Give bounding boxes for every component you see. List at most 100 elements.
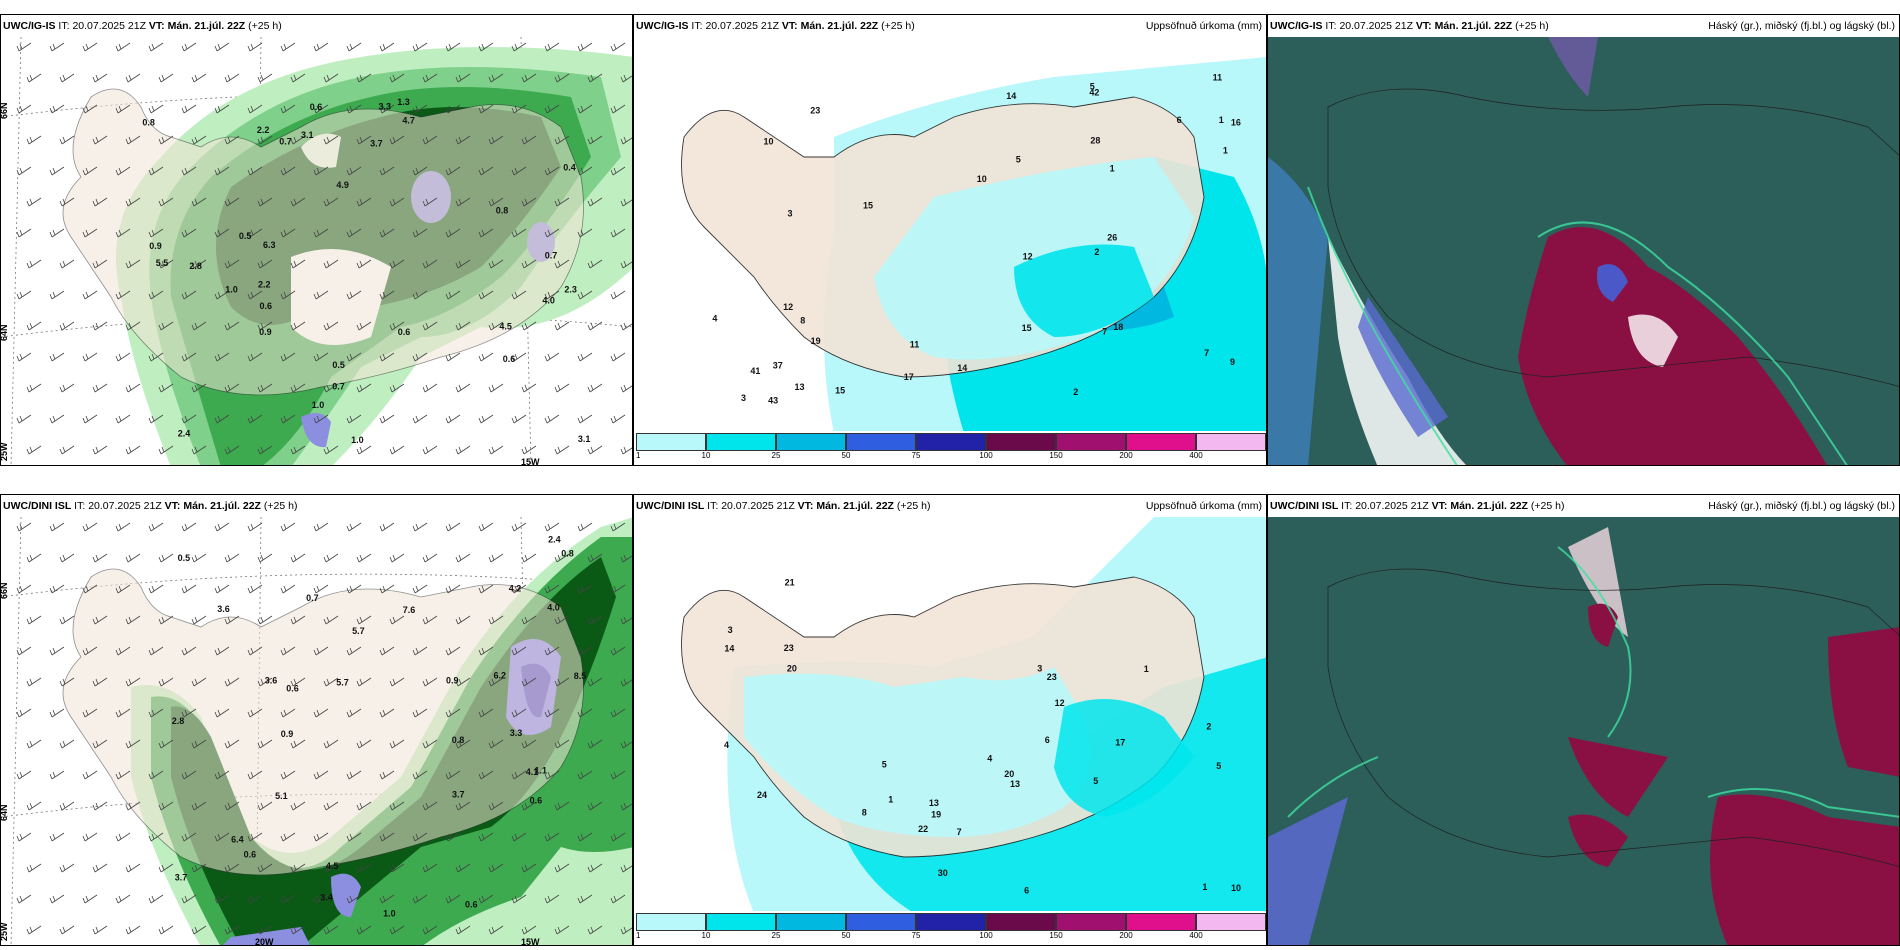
- wind-barb: [191, 925, 207, 935]
- wind-barb: [577, 584, 593, 594]
- colorbar-swatch: [776, 433, 846, 451]
- precip-value-label: 20: [787, 664, 797, 674]
- precip-value-label: 20: [1004, 769, 1014, 779]
- wind-barb: [115, 522, 131, 532]
- wind-barb: [191, 615, 207, 625]
- wind-barb: [280, 894, 296, 904]
- wind-barb: [224, 135, 240, 145]
- wind-barb: [346, 894, 362, 904]
- wind-barb: [422, 863, 438, 873]
- wind-barb: [115, 414, 131, 424]
- precip-value-label: 5.5: [156, 258, 169, 268]
- map-area[interactable]: 1 2 1 1 3 7 5 10 11 5 3 4 6 8 9 11 13 12 10 17 23 42 43 37 41 26 2…: [634, 37, 1266, 431]
- precip-value-label: 3.7: [175, 872, 188, 882]
- wind-barb: [191, 259, 207, 269]
- wind-barb: [511, 646, 527, 656]
- wind-barb: [290, 801, 306, 811]
- colorbar-swatch: [636, 433, 706, 451]
- wind-barb: [610, 894, 626, 904]
- wind-barb: [554, 135, 570, 145]
- wind-barb: [379, 770, 395, 780]
- precip-value-label: 8: [800, 316, 805, 326]
- wind-barb: [587, 553, 603, 563]
- colorbar-tick: 10: [701, 931, 711, 940]
- wind-barb: [181, 228, 197, 238]
- wind-barb: [488, 135, 504, 145]
- wind-barb: [148, 646, 164, 656]
- wind-barb: [412, 352, 428, 362]
- wind-barb: [115, 832, 131, 842]
- wind-barb: [488, 197, 504, 207]
- wind-barb: [511, 770, 527, 780]
- precip-value-label: 1: [1202, 882, 1207, 892]
- wind-barb: [224, 615, 240, 625]
- wind-barb: [290, 445, 306, 455]
- wind-barb: [191, 321, 207, 331]
- colorbar-tick: 200: [1119, 931, 1133, 940]
- wind-barb: [356, 925, 372, 935]
- map-area[interactable]: [1268, 517, 1899, 945]
- wind-barb: [247, 166, 263, 176]
- wind-barb: [422, 445, 438, 455]
- map-area[interactable]: 1.0 3.1 2.2 1.3 2.3 0.6 0.7 5.5 4.7 6.3 3.3 4.0 4.9 4…: [1, 37, 632, 465]
- precip-values: 0.7 0.6 0.8 0.6 0.5 0.9 1.0 1.1 3.7 6.2 8.5 3.6 4.0 3…: [172, 535, 587, 919]
- wind-barb: [16, 104, 32, 114]
- wind-barb: [521, 615, 537, 625]
- wind-barb: [59, 73, 75, 83]
- wind-barb: [26, 677, 42, 687]
- precip-value-label: 0.6: [244, 849, 257, 859]
- panel-precip-row2: UWC/DINI ISL IT: 20.07.2025 21Z VT: Mán.…: [633, 494, 1267, 946]
- precip-value-label: 0.9: [446, 675, 459, 685]
- precip-value-label: 30: [938, 868, 948, 878]
- wind-barb: [356, 383, 372, 393]
- wind-barb: [158, 863, 174, 873]
- wind-barb: [577, 646, 593, 656]
- wind-barb: [82, 584, 98, 594]
- wind-barb: [26, 259, 42, 269]
- wind-barb: [620, 198, 632, 207]
- wind-barb: [224, 739, 240, 749]
- wind-barb: [346, 646, 362, 656]
- wind-barb: [16, 352, 32, 362]
- wind-barb: [554, 321, 570, 331]
- wind-barb: [422, 73, 438, 83]
- precip-value-label: 5: [1093, 776, 1098, 786]
- wind-barb: [577, 708, 593, 718]
- wind-barb: [488, 445, 504, 455]
- wind-barb: [313, 770, 329, 780]
- precip-value-label: 1: [1223, 145, 1228, 155]
- precip-value-label: 13: [1010, 779, 1020, 789]
- wind-barb: [49, 352, 65, 362]
- wind-barb: [257, 197, 273, 207]
- wind-barb: [26, 445, 42, 455]
- wind-barb: [214, 414, 230, 424]
- precip-value-label: 0.9: [281, 729, 294, 739]
- wind-barb: [59, 553, 75, 563]
- wind-barb: [214, 352, 230, 362]
- map-area[interactable]: [1268, 37, 1899, 465]
- wind-barb: [323, 739, 339, 749]
- wind-barb: [257, 445, 273, 455]
- map-area[interactable]: 0.7 0.6 0.8 0.6 0.5 0.9 1.0 1.1 3.7 6.2 8.5 3.6 4.0 3…: [1, 517, 632, 945]
- wind-barb: [488, 383, 504, 393]
- precip-value-label: 2.4: [178, 429, 191, 439]
- wind-barb: [181, 104, 197, 114]
- wind-barb: [290, 925, 306, 935]
- wind-barb: [554, 553, 570, 563]
- wind-barb: [313, 414, 329, 424]
- wind-barb: [422, 615, 438, 625]
- precip-value-label: 28: [1090, 135, 1100, 145]
- wind-barb: [148, 104, 164, 114]
- wind-barb: [511, 414, 527, 424]
- wind-barb: [412, 894, 428, 904]
- colorbar-tick: 150: [1049, 451, 1063, 460]
- wind-barb: [115, 166, 131, 176]
- colorbar-tick: 400: [1189, 931, 1203, 940]
- wind-barb: [389, 197, 405, 207]
- wind-barb: [620, 384, 632, 393]
- precip-value-label: 14: [724, 644, 734, 654]
- precip-value-label: 3.1: [578, 434, 591, 444]
- wind-barb: [313, 646, 329, 656]
- precip-value-label: 0.8: [496, 205, 509, 215]
- map-area[interactable]: 1 5 1 2 3 3 4 5 8 7 6 19 20 13 17 23 10 12 14 20 13 24 30 22 21 2…: [634, 517, 1266, 911]
